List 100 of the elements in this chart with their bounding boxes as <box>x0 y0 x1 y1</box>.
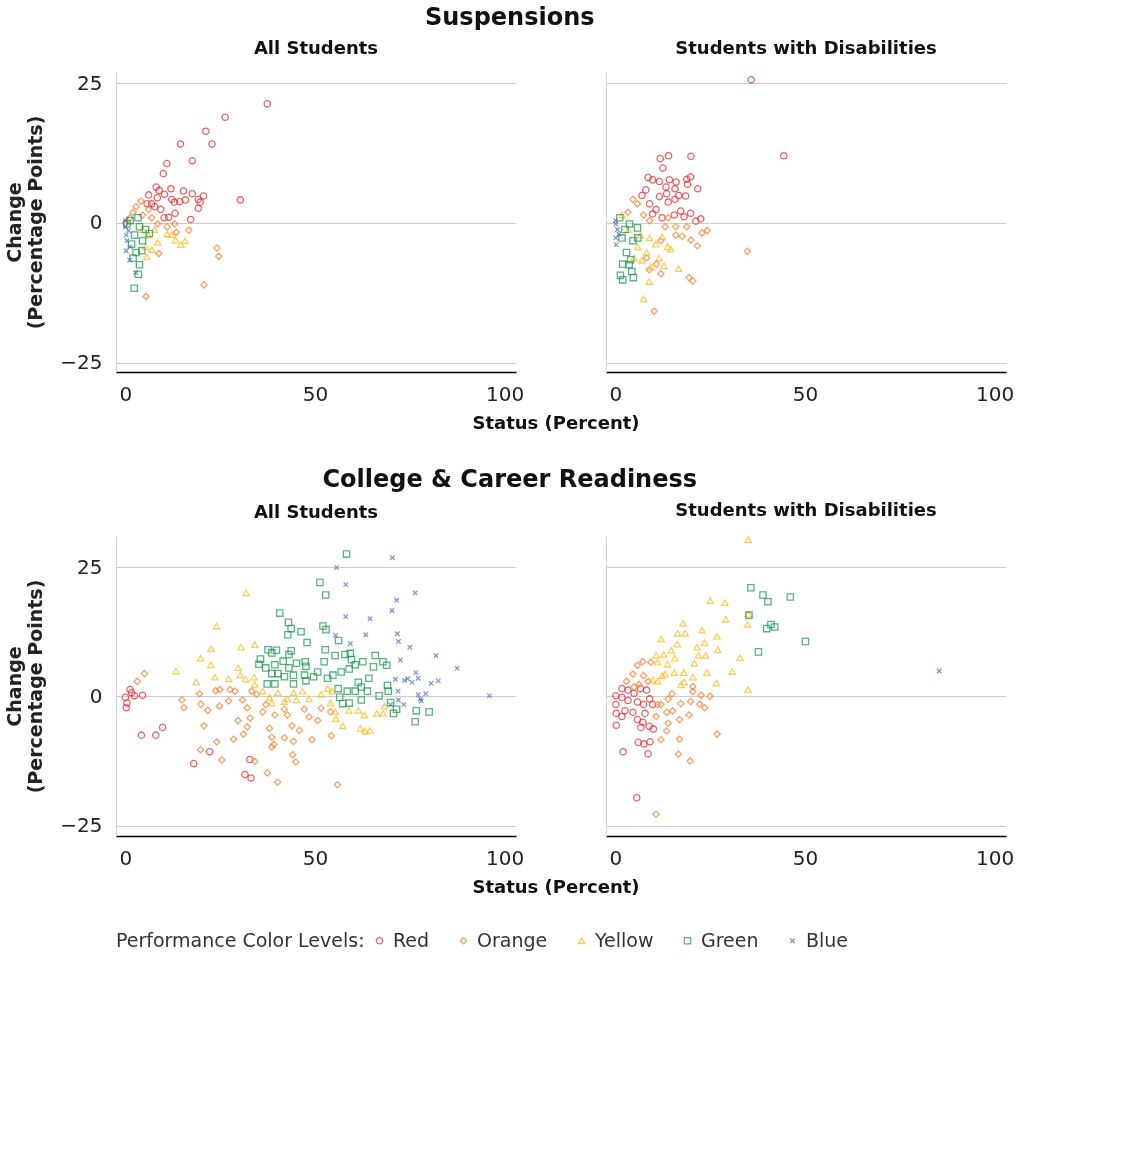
point <box>633 200 642 208</box>
point <box>241 675 250 683</box>
point <box>665 176 674 184</box>
point <box>332 632 339 639</box>
legend-title: Performance Color Levels: <box>116 929 365 951</box>
point <box>246 714 255 722</box>
point <box>612 709 621 718</box>
point <box>208 140 216 148</box>
point <box>126 257 133 264</box>
point <box>713 730 721 738</box>
point <box>252 690 261 699</box>
point <box>194 195 203 204</box>
point <box>682 222 691 231</box>
point <box>132 202 140 211</box>
point <box>621 707 629 715</box>
point <box>373 710 381 717</box>
point <box>801 637 810 646</box>
point <box>250 641 259 649</box>
point <box>122 703 131 712</box>
point <box>167 231 176 238</box>
point <box>132 248 140 257</box>
point <box>326 699 335 707</box>
point <box>670 654 679 662</box>
point <box>645 722 654 731</box>
point <box>627 267 636 276</box>
point <box>147 214 156 222</box>
point <box>700 639 709 646</box>
point <box>428 680 434 687</box>
point <box>653 677 662 685</box>
x-tick-label: 100 <box>486 845 525 870</box>
point <box>317 704 325 713</box>
point <box>283 711 292 719</box>
point <box>648 700 657 709</box>
point <box>250 673 258 681</box>
point <box>703 669 711 676</box>
point <box>687 236 695 244</box>
point <box>612 721 621 730</box>
point <box>633 243 642 251</box>
point <box>241 770 249 779</box>
point <box>413 669 419 676</box>
point <box>196 654 205 662</box>
point <box>646 658 655 667</box>
point <box>181 196 190 204</box>
point <box>177 241 185 249</box>
x-tick-label: 50 <box>792 381 819 406</box>
point <box>188 157 197 165</box>
point <box>624 696 632 705</box>
point <box>236 196 245 204</box>
point <box>283 695 292 703</box>
point <box>659 164 667 172</box>
point <box>164 213 173 222</box>
point <box>205 747 214 756</box>
point <box>747 76 756 84</box>
point <box>160 190 169 199</box>
x-tick-label: 50 <box>302 845 329 870</box>
point <box>642 249 651 256</box>
point <box>638 718 647 727</box>
point <box>126 685 134 694</box>
point <box>179 187 188 195</box>
point <box>127 240 136 248</box>
point <box>657 635 665 643</box>
point <box>671 184 679 193</box>
point <box>616 231 622 237</box>
point <box>664 198 672 206</box>
point <box>178 696 186 704</box>
point <box>652 260 661 268</box>
point <box>744 686 752 694</box>
point <box>238 696 247 704</box>
point <box>305 695 313 703</box>
point <box>236 671 245 679</box>
point <box>170 198 179 206</box>
point <box>196 198 204 206</box>
point <box>676 681 685 689</box>
point <box>167 195 176 204</box>
point <box>618 234 626 242</box>
point <box>354 706 363 714</box>
point <box>153 239 162 246</box>
x-tick-label: 0 <box>119 845 133 870</box>
point <box>672 178 680 186</box>
x-tick-label: 0 <box>119 381 133 406</box>
x-tick-label: 0 <box>609 381 623 406</box>
y-axis-title: Change (Percentage Points) <box>3 115 47 330</box>
point <box>618 260 627 268</box>
point <box>663 243 672 251</box>
point <box>171 209 179 218</box>
y-tick-label: 25 <box>77 70 103 95</box>
point <box>618 684 626 693</box>
point <box>234 716 242 725</box>
point <box>658 233 666 241</box>
point <box>695 700 704 708</box>
point <box>163 230 171 238</box>
point <box>409 679 415 686</box>
point <box>234 664 242 672</box>
y-tick-label: −25 <box>60 350 103 374</box>
point <box>645 200 654 208</box>
point <box>243 703 251 712</box>
point <box>634 738 643 747</box>
point <box>288 750 297 759</box>
point <box>147 200 156 208</box>
point <box>645 216 654 225</box>
